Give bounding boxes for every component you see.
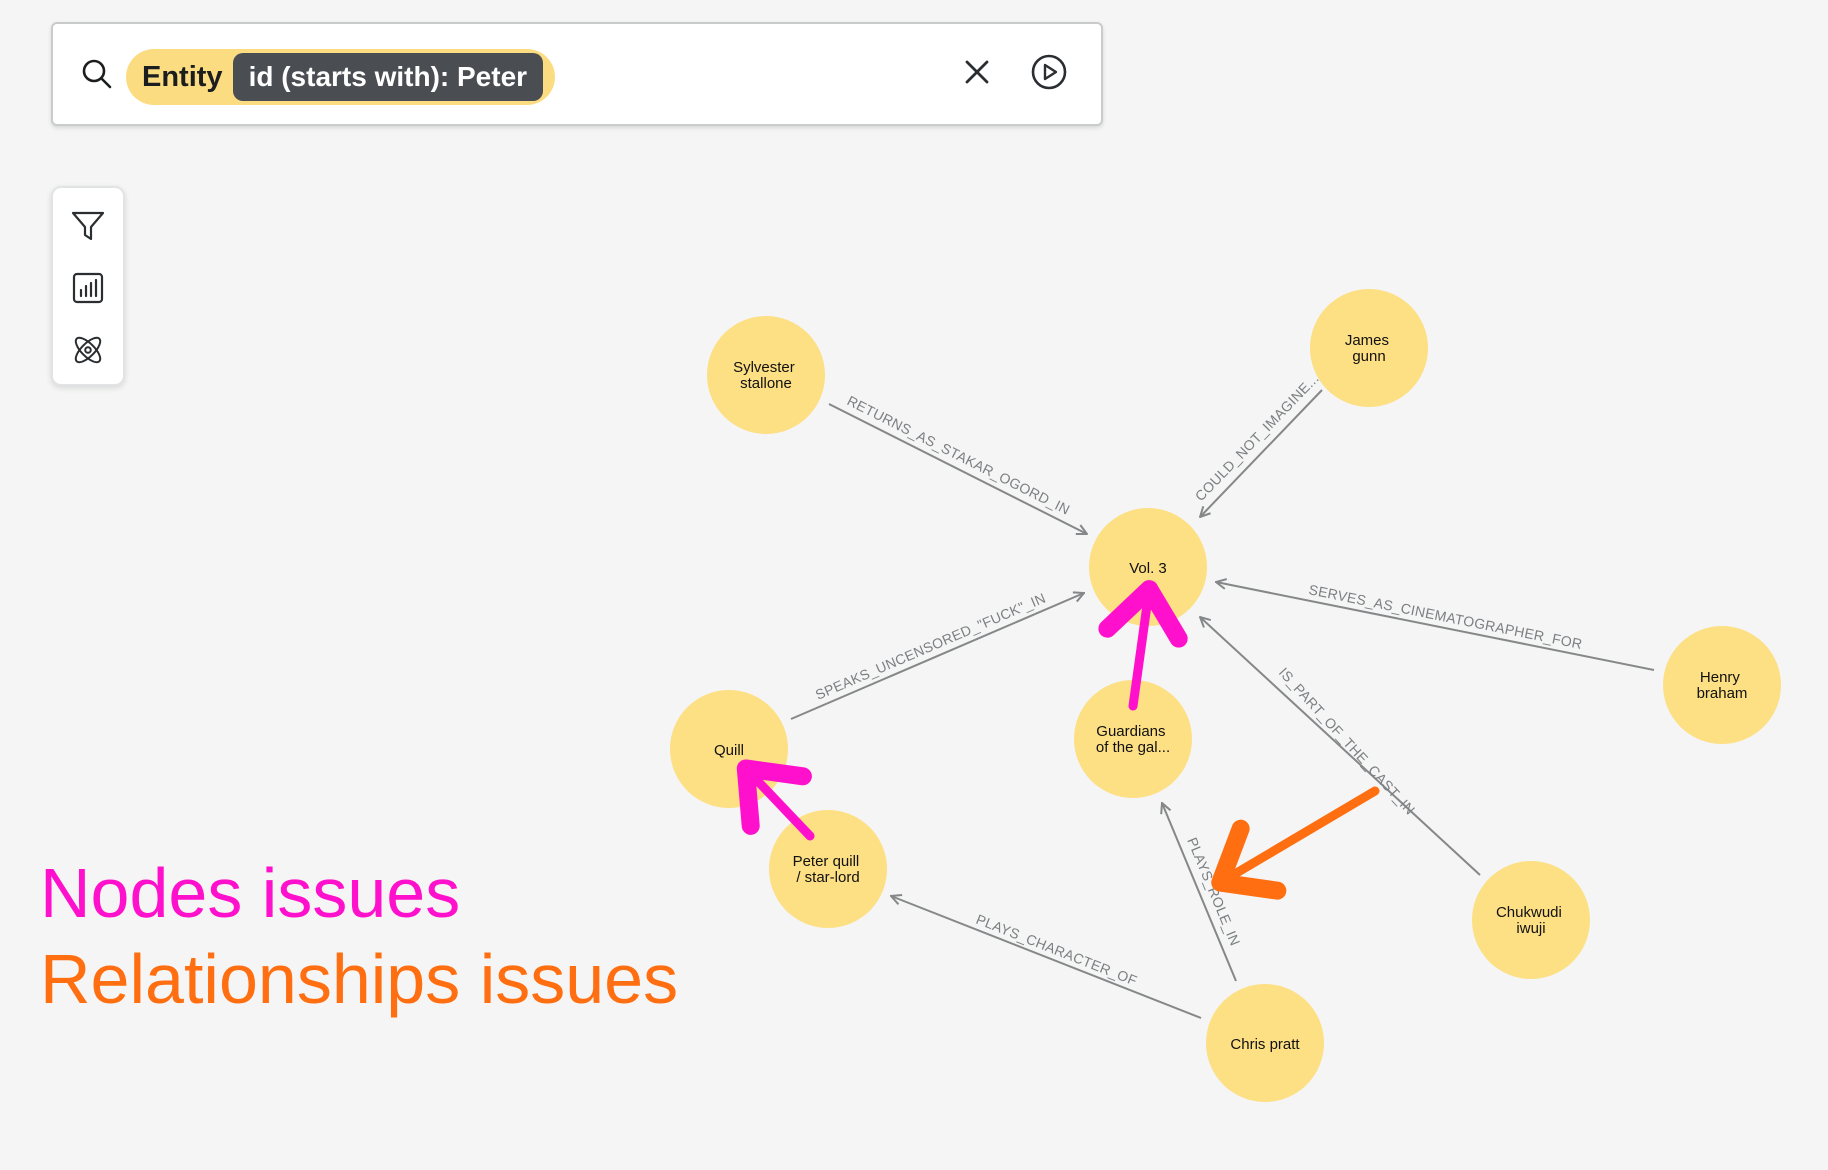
node-issue-arrow-peter-quill [736, 759, 815, 841]
node-sylvester-stallone[interactable]: Sylvester stallone [707, 316, 825, 434]
edge-returns-as-stakar[interactable]: RETURNS_AS_STAKAR_OGORD_IN [828, 392, 1087, 534]
atom-icon [69, 331, 107, 374]
nodes: Sylvester stallone James gunn Vol. 3 Hen… [670, 289, 1781, 1102]
edge-label: SPEAKS_UNCENSORED_"FUCK"_IN [813, 590, 1048, 703]
node-james-gunn[interactable]: James gunn [1310, 289, 1428, 407]
node-label: iwuji [1516, 920, 1545, 937]
node-label: Henry [1700, 669, 1741, 686]
edge-is-part-of-cast[interactable]: IS_PART_OF_THE_CAST_IN [1200, 617, 1481, 876]
nodes-issues-label: Nodes issues [40, 854, 461, 932]
chart-icon [70, 270, 106, 311]
search-icon [79, 56, 115, 92]
edge-label: RETURNS_AS_STAKAR_OGORD_IN [845, 392, 1073, 517]
node-guardians[interactable]: Guardians of the gal... [1074, 680, 1192, 798]
edge-speaks-uncensored[interactable]: SPEAKS_UNCENSORED_"FUCK"_IN [790, 590, 1084, 720]
node-label: Quill [714, 742, 744, 759]
svg-text:James gunn: James gunn [1345, 332, 1393, 365]
node-label: of the gal... [1096, 739, 1170, 756]
search-bar[interactable]: Entity id (starts with): Peter [51, 22, 1103, 126]
edge-label: SERVES_AS_CINEMATOGRAPHER_FOR [1307, 581, 1583, 652]
node-label: gunn [1352, 348, 1385, 365]
entity-label: Entity [142, 60, 223, 93]
relationship-issue-arrow [1211, 786, 1380, 900]
node-chris-pratt[interactable]: Chris pratt [1206, 984, 1324, 1102]
node-label: James [1345, 332, 1389, 349]
edge-plays-role-in[interactable]: PLAYS_ROLE_IN [1162, 803, 1243, 982]
node-chukwudi-iwuji[interactable]: Chukwudi iwuji [1472, 861, 1590, 979]
svg-text:Sylvester stallone: Sylvester stallone [733, 359, 799, 392]
filter-icon [69, 207, 107, 250]
node-label: Vol. 3 [1129, 560, 1167, 577]
run-query-button[interactable] [1023, 48, 1075, 100]
edge-label: PLAYS_CHARACTER_OF [974, 911, 1140, 989]
node-label: / star-lord [796, 869, 859, 886]
node-label: stallone [740, 375, 792, 392]
node-label: Peter quill [793, 853, 860, 870]
node-label: Guardians [1096, 723, 1165, 740]
close-icon [962, 57, 992, 92]
svg-text:Peter quill / star-l: Peter quill / star-lord [793, 853, 864, 886]
issues-legend: Nodes issues Relationships issues [40, 850, 678, 1022]
algorithms-button[interactable] [66, 330, 110, 374]
clear-button[interactable] [953, 50, 1001, 98]
node-peter-quill[interactable]: Peter quill / star-lord [769, 810, 887, 928]
edge-serves-as-cinematographer[interactable]: SERVES_AS_CINEMATOGRAPHER_FOR [1216, 581, 1655, 671]
svg-text:Chukwudi iwuji: Chukwudi iwuji [1496, 904, 1566, 937]
edge-plays-character-of[interactable]: PLAYS_CHARACTER_OF [891, 896, 1202, 1019]
edge-could-not-imagine[interactable]: COULD_NOT_IMAGINE... [1192, 370, 1323, 517]
node-label: Chris pratt [1230, 1036, 1300, 1053]
statistics-button[interactable] [66, 268, 110, 312]
filter-button[interactable] [66, 206, 110, 250]
relationships-issues-label: Relationships issues [40, 940, 679, 1018]
edge-label: PLAYS_ROLE_IN [1184, 835, 1243, 948]
node-label: braham [1697, 685, 1748, 702]
svg-text:Guardians of the gal: Guardians of the gal... [1096, 723, 1170, 756]
search-filter-pill[interactable]: Entity id (starts with): Peter [126, 49, 556, 105]
edge-label: COULD_NOT_IMAGINE... [1192, 370, 1322, 504]
annotations [736, 580, 1380, 900]
edge-label: IS_PART_OF_THE_CAST_IN [1276, 664, 1419, 818]
filter-tag[interactable]: id (starts with): Peter [232, 53, 544, 101]
svg-text:Henry braham: Henry braham [1697, 669, 1748, 702]
node-label: Sylvester [733, 359, 795, 376]
side-toolbar [51, 186, 125, 386]
node-henry-braham[interactable]: Henry braham [1663, 626, 1781, 744]
node-label: Chukwudi [1496, 904, 1562, 921]
play-circle-icon [1030, 53, 1068, 96]
node-issue-arrow-guardians [1098, 580, 1188, 711]
